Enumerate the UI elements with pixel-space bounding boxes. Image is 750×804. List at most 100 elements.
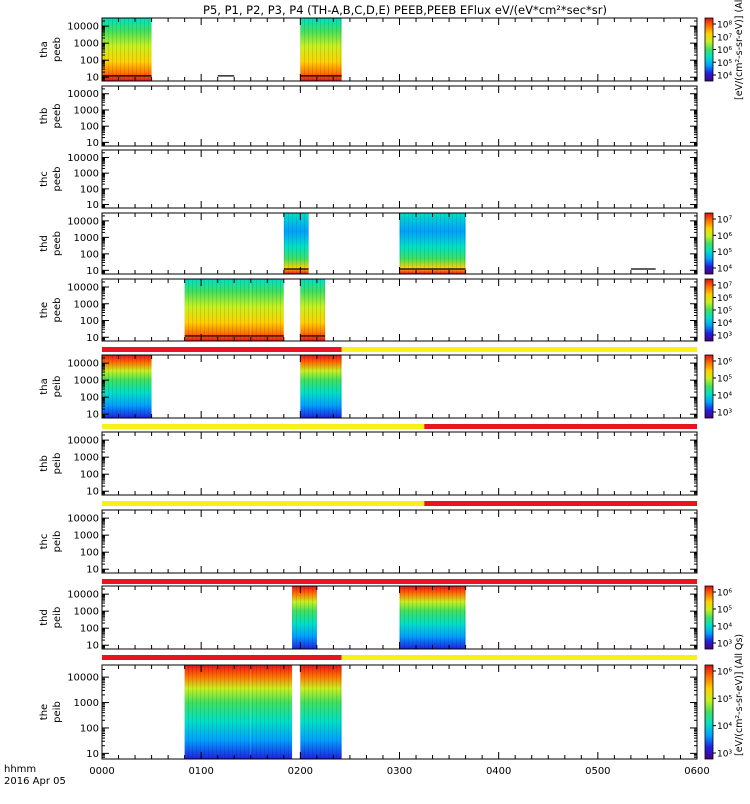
panel-instrument-label: peeb xyxy=(52,231,63,256)
y-tick-label: 100 xyxy=(80,249,99,260)
colorbar-tick-label: 10⁴ xyxy=(717,265,732,275)
panel-probe-label: tha xyxy=(39,378,50,394)
panel-instrument-label: peib xyxy=(52,453,63,475)
panel-probe-label: the xyxy=(39,704,50,720)
colorbar-tick-label: 10⁵ xyxy=(717,375,732,385)
colorbar xyxy=(704,585,714,650)
colorbar-tick-label: 10⁶ xyxy=(717,589,732,599)
y-tick-label: 10 xyxy=(86,487,99,498)
y-tick-label: 1000 xyxy=(74,169,99,180)
y-tick-label: 10000 xyxy=(67,89,99,100)
y-tick-label: 10 xyxy=(86,410,99,421)
x-tick-label: 0400 xyxy=(486,766,511,777)
panel-thb-peeb: 10 100 1000 10000 thb peeb xyxy=(39,85,698,149)
time-axis-units-label: hhmm xyxy=(4,764,36,775)
spectrogram-block-texture xyxy=(283,213,309,274)
spectrogram-block-texture xyxy=(184,665,251,759)
colorbar-tick-label: 10⁶ xyxy=(717,668,732,678)
panel-probe-label: tha xyxy=(39,41,50,57)
y-tick-label: 1000 xyxy=(74,39,99,50)
panel-instrument-label: peib xyxy=(52,376,63,398)
y-tick-label: 10 xyxy=(86,333,99,344)
colorbar-tick-label: 10⁷ xyxy=(717,216,732,226)
status-flag-red xyxy=(102,579,697,584)
panel-probe-label: thb xyxy=(39,108,50,125)
y-tick-label: 1000 xyxy=(74,607,99,618)
colorbar-tick-label: 10⁶ xyxy=(717,358,732,368)
x-tick-label: 0200 xyxy=(288,766,313,777)
panel-frame xyxy=(101,354,698,419)
panel-tha-peeb: 10 100 1000 10000 tha peeb 10⁸ 10⁷ 10⁶ 10⁵ 10⁴ xyxy=(39,17,732,84)
x-tick-label: 0000 xyxy=(89,766,114,777)
y-tick-label: 10000 xyxy=(67,590,99,601)
panel-instrument-label: peeb xyxy=(52,167,63,192)
panel-instrument-label: peeb xyxy=(52,37,63,62)
colorbar-tick-label: 10⁵ xyxy=(717,59,732,69)
y-tick-label: 1000 xyxy=(74,453,99,464)
y-tick-label: 100 xyxy=(80,470,99,481)
y-tick-label: 10000 xyxy=(67,22,99,33)
panel-instrument-label: peib xyxy=(52,701,63,723)
time-axis-date-label: 2016 Apr 05 xyxy=(4,776,66,787)
spectrogram-block-texture xyxy=(399,213,466,274)
colorbar-tick-label: 10⁶ xyxy=(717,294,732,304)
panel-thd-peeb: 10 100 1000 10000 thd peeb 10⁷ 10⁶ 10⁵ 10⁴ xyxy=(39,212,732,277)
y-tick-label: 10000 xyxy=(67,282,99,293)
colorbar-tick-label: 10⁷ xyxy=(717,33,732,43)
y-tick-label: 100 xyxy=(80,316,99,327)
panel-frame xyxy=(101,431,698,496)
spectrogram-block-texture xyxy=(292,586,317,649)
y-tick-label: 100 xyxy=(80,548,99,559)
panel-instrument-label: peeb xyxy=(52,104,63,129)
status-flag-yellow xyxy=(341,655,697,660)
panel-probe-label: thc xyxy=(39,534,50,550)
y-tick-label: 1000 xyxy=(74,233,99,244)
y-tick-label: 10000 xyxy=(67,514,99,525)
status-flag-red xyxy=(102,347,342,352)
y-tick-label: 10000 xyxy=(67,436,99,447)
panel-frame xyxy=(101,85,698,147)
colorbar-tick-label: 10⁴ xyxy=(717,392,732,402)
colorbar-tick-label: 10⁶ xyxy=(717,46,732,56)
spectrogram-block-texture xyxy=(102,18,152,81)
spectrogram-block-texture xyxy=(102,355,152,418)
status-flag-yellow xyxy=(341,347,697,352)
y-tick-label: 10000 xyxy=(67,673,99,684)
colorbar-tick-label: 10⁵ xyxy=(717,248,732,258)
x-tick-label: 0100 xyxy=(188,766,213,777)
colorbar-tick-label: 10⁴ xyxy=(717,722,732,732)
panel-probe-label: thd xyxy=(39,235,50,252)
panel-thb-peib: 10 100 1000 10000 thb peib xyxy=(39,431,698,506)
y-tick-label: 1000 xyxy=(74,105,99,116)
colorbar-tick-label: 10³ xyxy=(717,640,732,650)
y-tick-label: 10 xyxy=(86,73,99,84)
colorbar-tick-label: 10⁵ xyxy=(717,307,732,317)
y-tick-label: 1000 xyxy=(74,531,99,542)
chart-title: P5, P1, P2, P3, P4 (TH-A,B,C,D,E) PEEB,P… xyxy=(203,3,607,17)
colorbar-tick-label: 10³ xyxy=(717,750,732,760)
colorbar-tick-label: 10⁵ xyxy=(717,606,732,616)
colorbar-tick-label: 10⁴ xyxy=(717,319,732,329)
y-tick-label: 1000 xyxy=(74,299,99,310)
spectrogram-block-texture xyxy=(184,279,251,341)
spectrogram-block-texture xyxy=(250,279,284,341)
panel-the-peib: 10 100 1000 10000 the peib 10⁶ 10⁵ 10⁴ 10³ xyxy=(39,664,732,760)
colorbar-units-label-upper: [eV/(cm²-s-sr-eV)] (All xyxy=(734,0,745,100)
y-tick-label: 1000 xyxy=(74,376,99,387)
status-flag-red xyxy=(102,655,342,660)
colorbar-tick-label: 10⁴ xyxy=(717,72,732,82)
status-flag-red xyxy=(424,501,697,506)
y-tick-label: 1000 xyxy=(74,698,99,709)
spectrogram-block-texture xyxy=(300,355,342,418)
y-tick-label: 10000 xyxy=(67,216,99,227)
colorbar-tick-label: 10³ xyxy=(717,409,732,419)
panel-thc-peeb: 10 100 1000 10000 thc peeb xyxy=(39,149,698,211)
panel-probe-label: thc xyxy=(39,171,50,187)
x-tick-label: 0600 xyxy=(684,766,709,777)
status-flag-yellow xyxy=(102,424,425,429)
status-flag-red xyxy=(424,424,697,429)
panel-instrument-label: peib xyxy=(52,531,63,553)
colorbar-units-label-lower: [eV/(cm²-s-sr-eV)] (All Qs) xyxy=(734,634,745,756)
